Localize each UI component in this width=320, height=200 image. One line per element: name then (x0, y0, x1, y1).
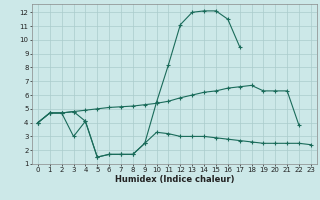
X-axis label: Humidex (Indice chaleur): Humidex (Indice chaleur) (115, 175, 234, 184)
